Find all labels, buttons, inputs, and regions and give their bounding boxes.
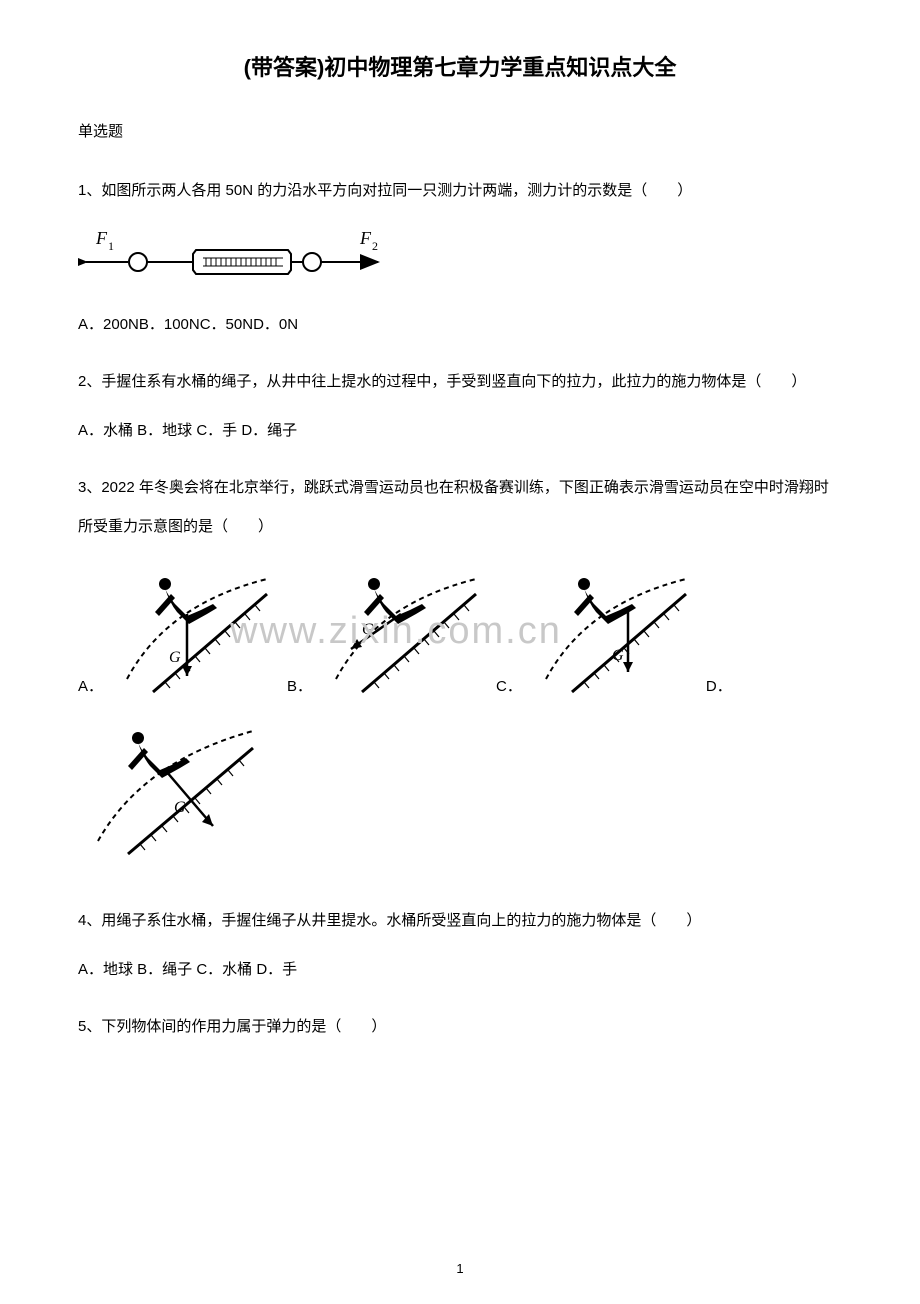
svg-text:G: G bbox=[612, 647, 624, 664]
q3-figures-row1: A． G B． bbox=[78, 564, 842, 704]
skier-fig-c: G bbox=[526, 564, 696, 704]
svg-text:G: G bbox=[362, 621, 374, 638]
svg-text:F: F bbox=[359, 228, 372, 248]
q3-figure-d: G bbox=[78, 716, 842, 871]
q1-figure: F 1 F 2 bbox=[78, 228, 842, 293]
q3-opt-d: D． bbox=[706, 675, 732, 704]
svg-text:2: 2 bbox=[372, 239, 378, 253]
svg-text:G: G bbox=[174, 799, 186, 816]
q4-options: A．地球 B．绳子 C．水桶 D．手 bbox=[78, 958, 842, 979]
q5-stem: 5、下列物体间的作用力属于弹力的是（ ） bbox=[78, 1007, 842, 1046]
skier-fig-b: G bbox=[316, 564, 486, 704]
q3-opt-a: A． bbox=[78, 675, 103, 704]
q3-stem: 3、2022 年冬奥会将在北京举行，跳跃式滑雪运动员也在积极备赛训练，下图正确表… bbox=[78, 468, 842, 546]
q2-options: A．水桶 B．地球 C．手 D．绳子 bbox=[78, 419, 842, 440]
svg-text:F: F bbox=[95, 228, 108, 248]
q1-options: A．200NB．100NC．50ND．0N bbox=[78, 313, 842, 334]
svg-text:G: G bbox=[169, 649, 181, 666]
q3-opt-c: C． bbox=[496, 675, 522, 704]
page-title: (带答案)初中物理第七章力学重点知识点大全 bbox=[78, 50, 842, 82]
page-number: 1 bbox=[0, 1261, 920, 1276]
skier-fig-a: G bbox=[107, 564, 277, 704]
section-label: 单选题 bbox=[78, 120, 842, 141]
q1-stem: 1、如图所示两人各用 50N 的力沿水平方向对拉同一只测力计两端，测力计的示数是… bbox=[78, 171, 842, 210]
q3-opt-b: B． bbox=[287, 675, 312, 704]
q4-stem: 4、用绳子系住水桶，手握住绳子从井里提水。水桶所受竖直向上的拉力的施力物体是（ … bbox=[78, 901, 842, 940]
q2-stem: 2、手握住系有水桶的绳子，从井中往上提水的过程中，手受到竖直向下的拉力，此拉力的… bbox=[78, 362, 842, 401]
svg-text:1: 1 bbox=[108, 239, 114, 253]
